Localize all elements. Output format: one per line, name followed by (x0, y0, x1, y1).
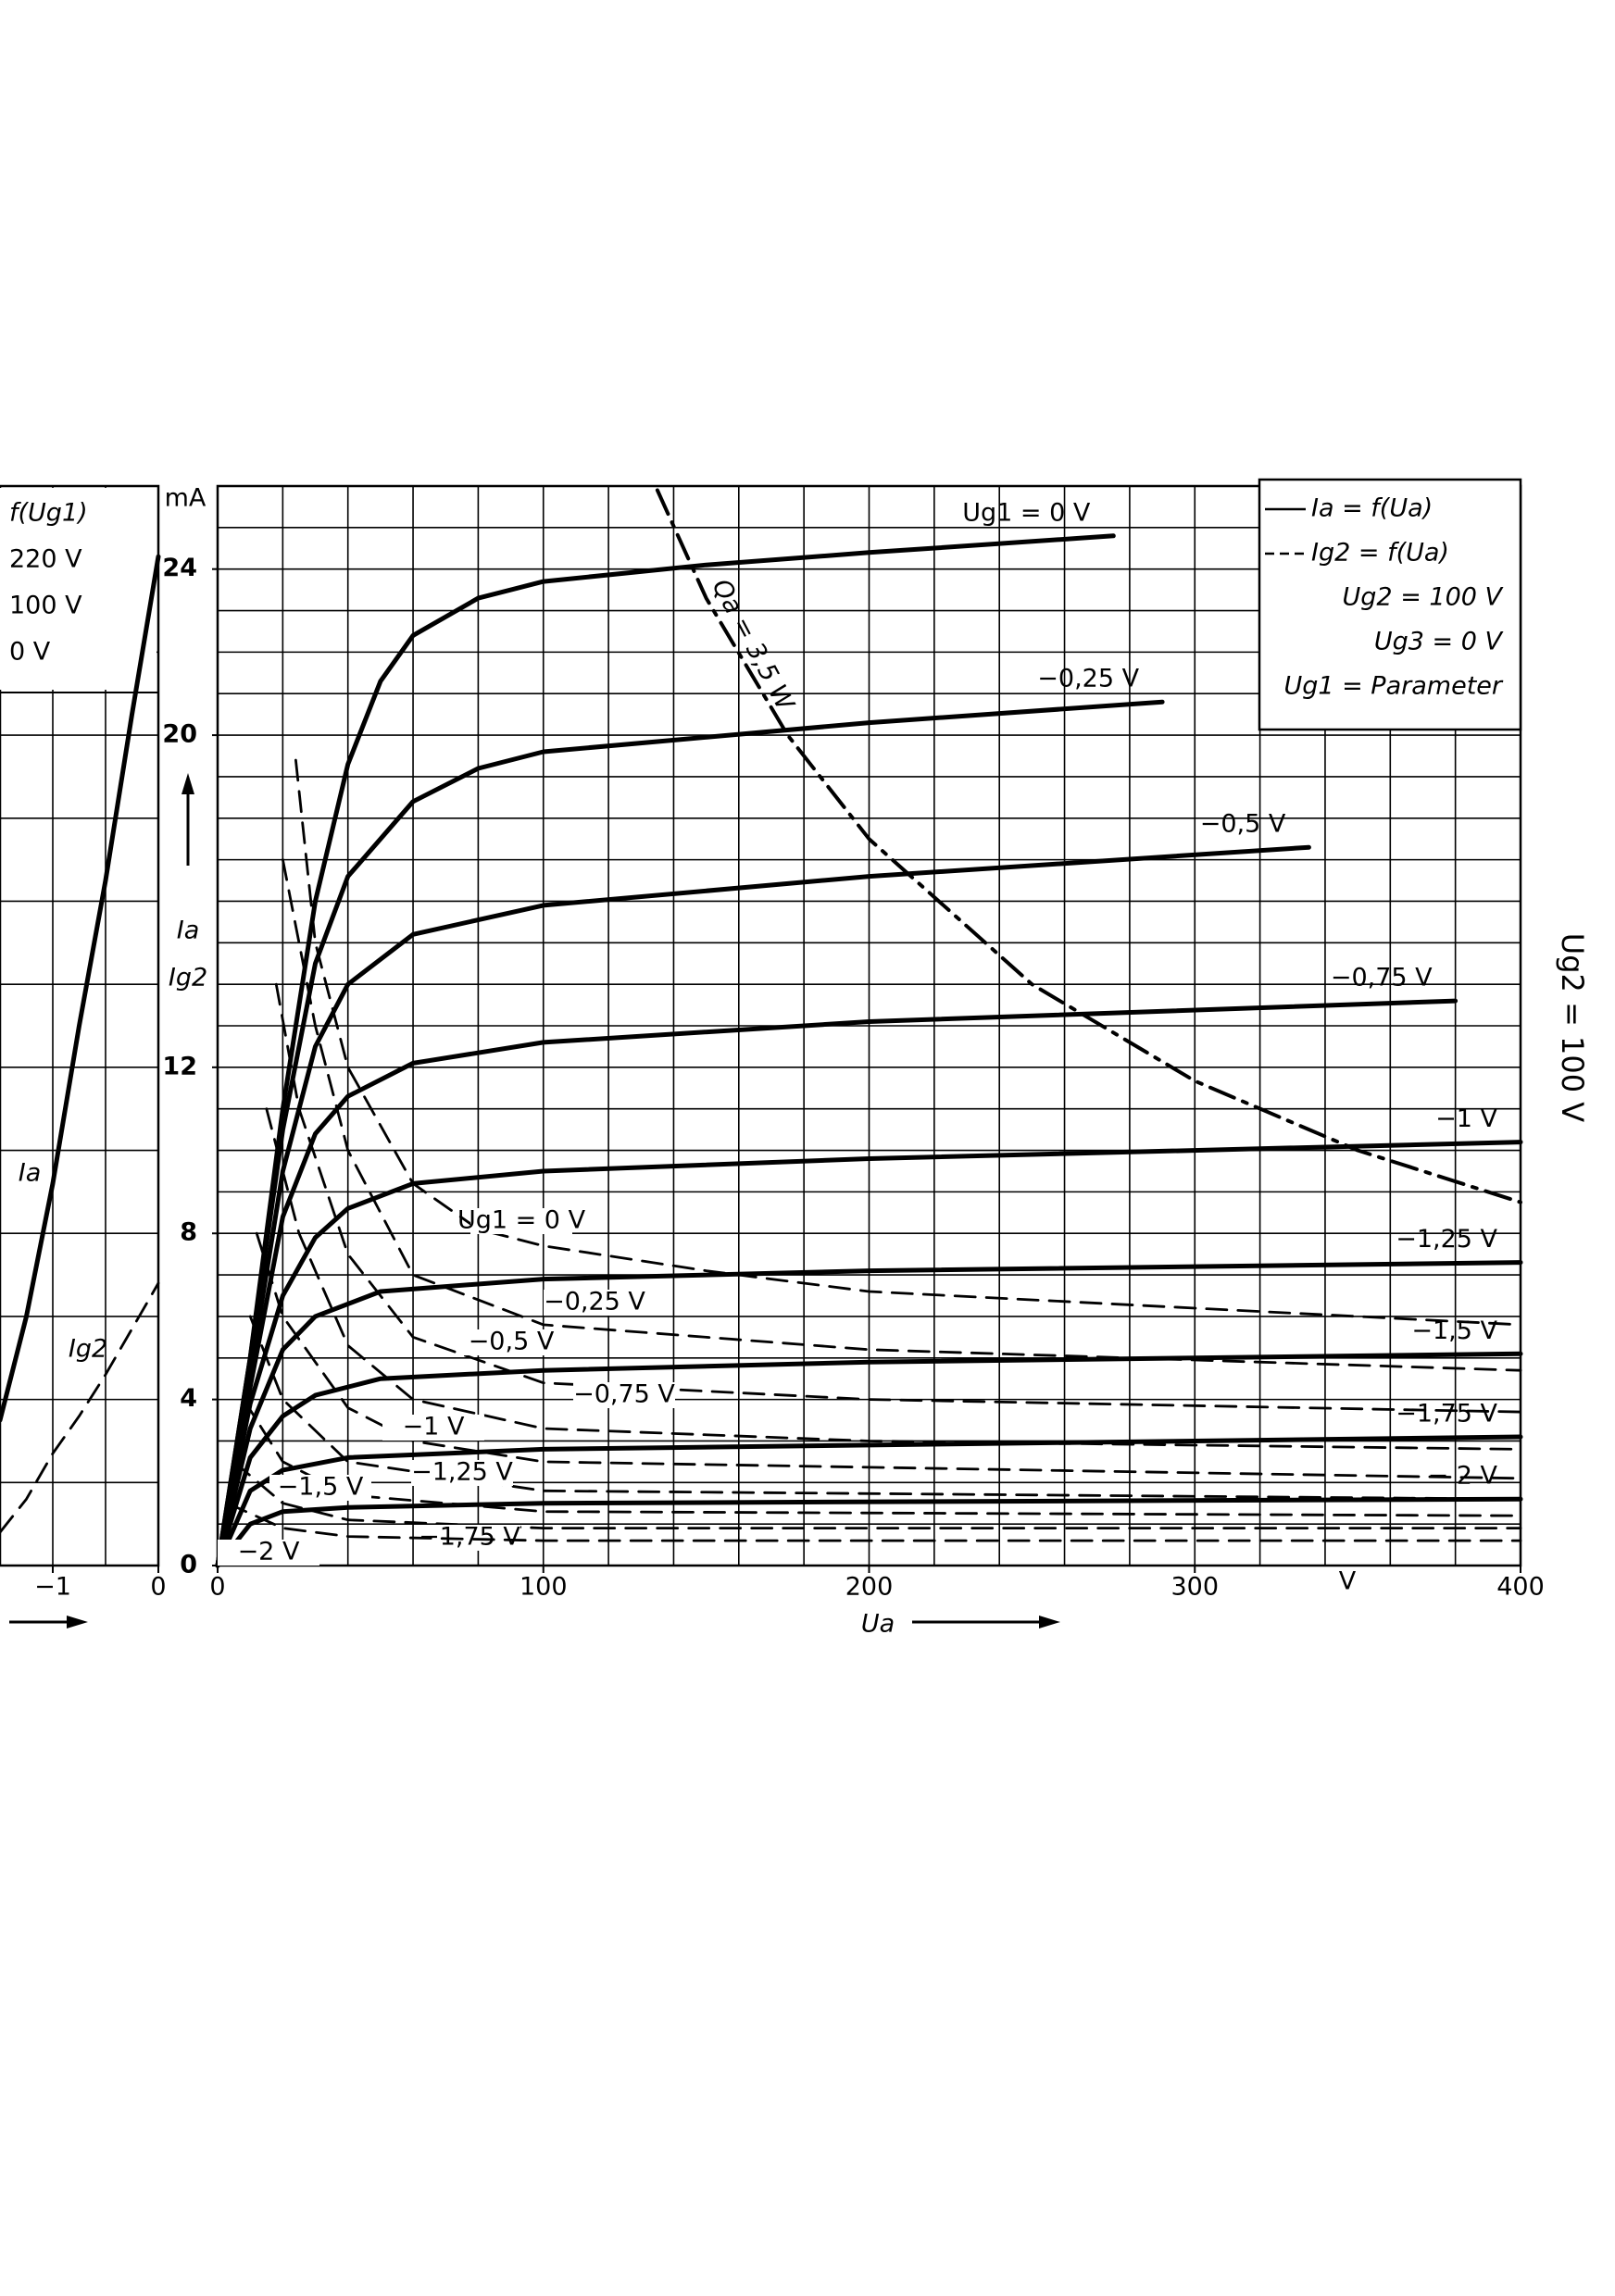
screen-curve (265, 1107, 1522, 1451)
anode-curve (215, 844, 1311, 1568)
y-tick-label: 0 (180, 1551, 197, 1579)
legend-label: Ig2 = f(Ua) (1311, 539, 1449, 568)
curve-label: −0,25 V (544, 1288, 645, 1316)
curve-label: Ug1 = 0 V (962, 498, 1091, 527)
annotation: 0 V (9, 638, 51, 667)
anode-curve (215, 1260, 1523, 1568)
label-bg (419, 1525, 520, 1551)
x-arrow-head (1039, 1616, 1060, 1628)
label-bg (460, 1329, 562, 1355)
curve-label: −1 V (403, 1413, 465, 1441)
curve-label: −0,5 V (1200, 810, 1286, 839)
annotation: 220 V (9, 545, 82, 574)
curve-label: −1,5 V (278, 1473, 364, 1502)
legend-text: Ug1 = Parameter (1283, 672, 1503, 701)
screen-curve (0, 1281, 160, 1534)
annot-bg (0, 488, 156, 690)
curve-label: −0,25 V (1037, 665, 1139, 693)
curve-label: −0,75 V (573, 1380, 675, 1409)
legend-label: Ia = f(Ua) (1311, 494, 1433, 523)
curve-label: Ia (19, 1159, 42, 1188)
y-arrow-head (182, 773, 194, 794)
legend-text: Ug2 = 100 V (1343, 583, 1505, 612)
screen-curve (274, 982, 1522, 1414)
anode-curve (215, 1434, 1523, 1568)
curve-label: −1,25 V (411, 1458, 513, 1487)
y-tick-label: 20 (162, 720, 197, 749)
anode-curve (215, 998, 1459, 1568)
screen-curve (255, 1231, 1522, 1480)
y-tick-label: 24 (162, 554, 197, 582)
x-unit: V (1339, 1567, 1357, 1596)
annotation: f(Ug1) (9, 499, 88, 528)
curve-label: −0,75 V (1331, 964, 1433, 992)
x-tick-label: 300 (1171, 1573, 1219, 1602)
label-bg (218, 1540, 319, 1566)
curve-label: Ig2 (69, 1335, 107, 1364)
y-label: Ia (177, 917, 200, 945)
anode-curve (0, 554, 161, 1423)
legend-text: Ug3 = 0 V (1374, 628, 1505, 656)
plot-frame (216, 484, 1522, 1567)
curve-label: −1,75 V (419, 1523, 520, 1552)
legend-box (1258, 478, 1522, 731)
y-unit: mA (165, 484, 207, 513)
screen-curve (232, 1460, 1522, 1529)
curve-label: −1 V (1435, 1104, 1497, 1133)
x-tick-label: 100 (520, 1573, 568, 1602)
label-bg (470, 1208, 572, 1234)
anode-curve (215, 1140, 1523, 1568)
screen-curve (226, 1502, 1522, 1542)
screen-curve (294, 758, 1522, 1327)
anode-curve (215, 1351, 1523, 1568)
anode-curve (215, 1496, 1523, 1568)
screen-curve (248, 1315, 1522, 1501)
side-label: Ug2 = 100 V (1555, 933, 1590, 1123)
annotation: 100 V (9, 592, 82, 620)
curve-label: −2 V (238, 1538, 300, 1566)
curve-label: −1,25 V (1396, 1225, 1497, 1254)
y-tick-label: 12 (162, 1052, 197, 1080)
y-label-2: Ig2 (169, 964, 207, 992)
x-tick-label: 0 (150, 1573, 166, 1602)
label-bg (269, 1475, 371, 1501)
screen-curve (282, 858, 1522, 1372)
left-x-arrow-head (67, 1616, 88, 1628)
x-tick-label: 400 (1496, 1573, 1545, 1602)
x-tick-label: −1 (34, 1573, 71, 1602)
label-bg (411, 1460, 513, 1486)
label-bg (544, 1290, 645, 1316)
x-tick-label: 200 (845, 1573, 894, 1602)
y-tick-label: 4 (180, 1384, 197, 1413)
curve-label: Ug1 = 0 V (457, 1206, 586, 1235)
x-label: Ua (861, 1610, 895, 1639)
y-tick-label: 8 (180, 1218, 197, 1247)
x-tick-label: 0 (209, 1573, 225, 1602)
label-bg (573, 1382, 675, 1408)
anode-curve (215, 699, 1165, 1568)
plot-frame (0, 484, 160, 1567)
curve-label: −0,5 V (469, 1328, 555, 1356)
curve-label: −1,5 V (1411, 1316, 1497, 1345)
curve-label: −1,75 V (1396, 1399, 1497, 1428)
label-bg (382, 1415, 484, 1441)
